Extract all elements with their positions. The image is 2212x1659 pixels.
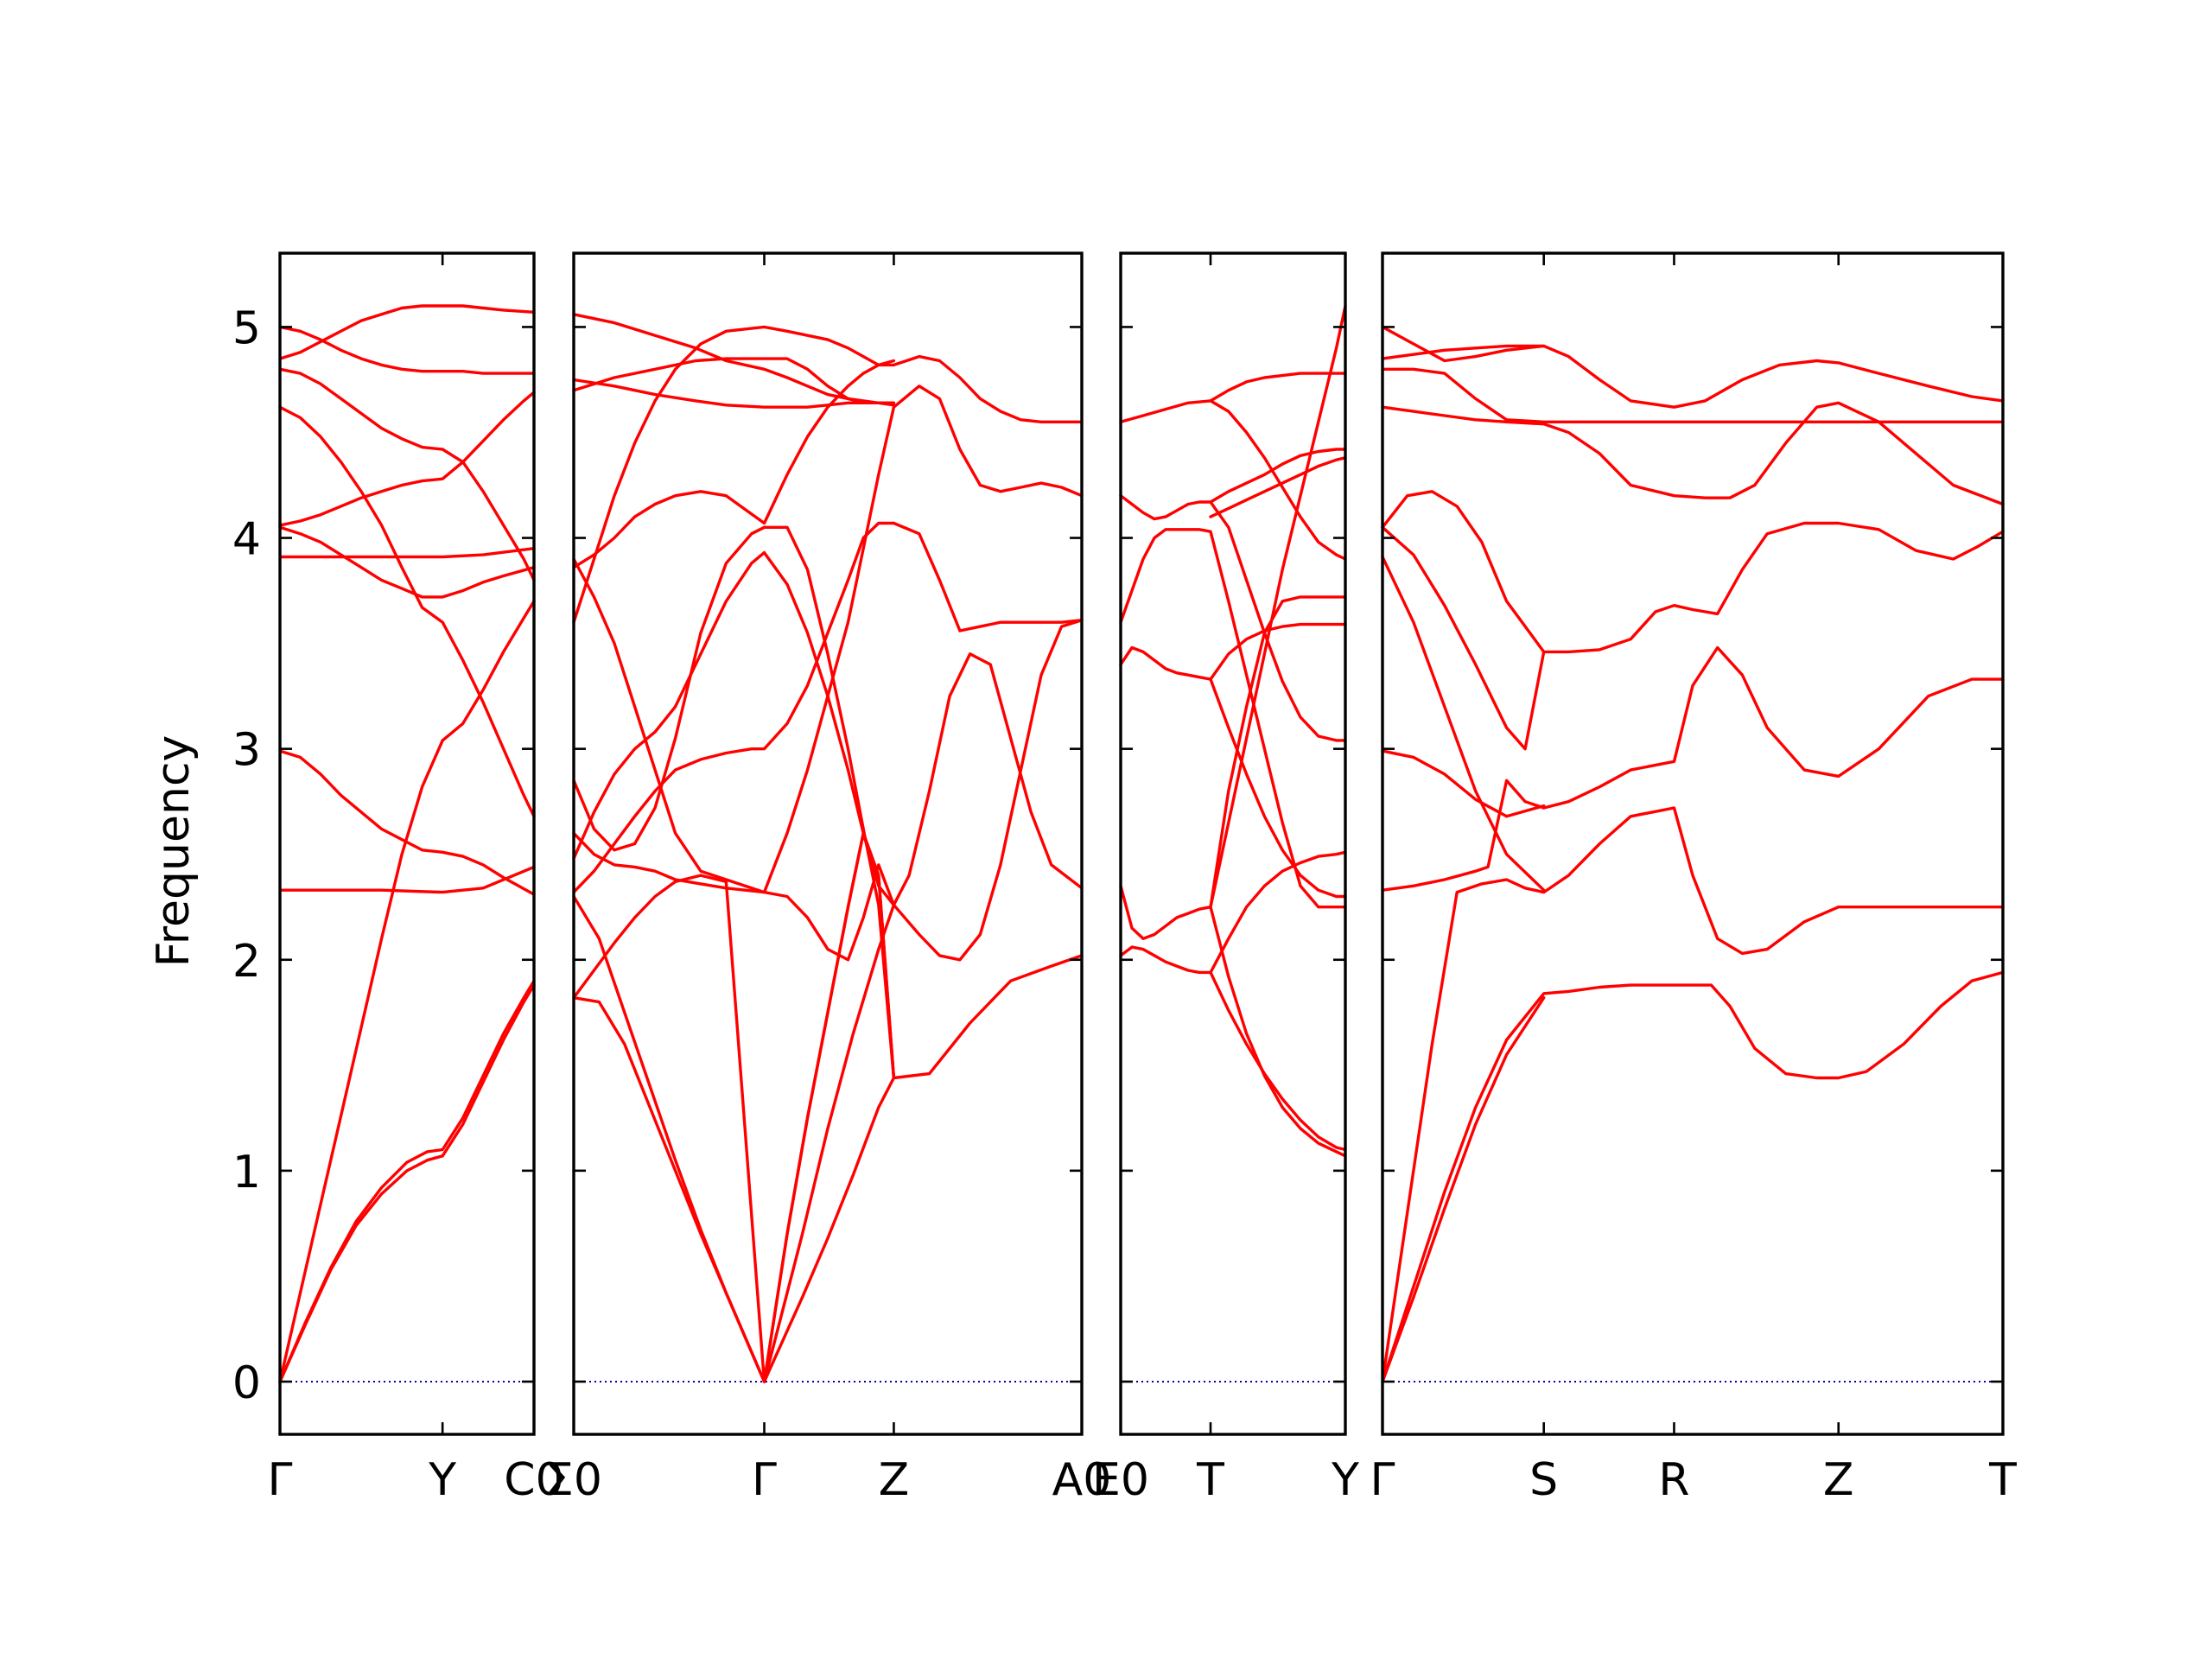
x-tick-label: Γ bbox=[268, 1454, 293, 1506]
band-curve-2-14 bbox=[572, 652, 1084, 962]
y-axis-label: Frequency bbox=[148, 735, 200, 968]
band-curve-1-4 bbox=[278, 983, 536, 1383]
band-curve-4-2 bbox=[1381, 996, 1546, 1383]
panel-3: E0 T Y bbox=[1092, 251, 1359, 1506]
band-curve-1-8 bbox=[278, 525, 536, 599]
panel-frame bbox=[572, 251, 1084, 1436]
band-curve-1-6 bbox=[278, 749, 536, 896]
band-curve-3-5 bbox=[1209, 970, 1347, 1152]
band-curve-4-10 bbox=[1381, 367, 2005, 423]
panel-1: Γ Y C0 bbox=[268, 251, 564, 1506]
band-curve-2-12 bbox=[572, 525, 766, 852]
band-curve-2-17 bbox=[572, 359, 896, 569]
x-tick-label: R bbox=[1658, 1454, 1689, 1506]
x-tick-label: Z bbox=[879, 1454, 910, 1506]
band-curve-1-5 bbox=[278, 865, 536, 894]
band-curve-4-5 bbox=[1381, 749, 1546, 818]
band-curve-2-19 bbox=[572, 357, 896, 407]
x-tick-label: T bbox=[1196, 1454, 1224, 1506]
band-curve-3-1 bbox=[1119, 884, 1212, 940]
x-tick-label: Σ0 bbox=[545, 1454, 602, 1506]
band-curve-1-2 bbox=[441, 600, 536, 742]
band-curve-3-9 bbox=[1119, 528, 1347, 909]
y-tick-label: 0 bbox=[232, 1357, 261, 1409]
x-tick-label: Z bbox=[1823, 1454, 1854, 1506]
band-curve-4-11 bbox=[1381, 344, 2005, 409]
band-curve-1-12 bbox=[278, 325, 536, 375]
x-tick-label: C0 bbox=[504, 1454, 563, 1506]
band-curve-2-15 bbox=[572, 385, 1084, 894]
band-curve-3-4 bbox=[1209, 850, 1347, 975]
x-tick-label: Y bbox=[428, 1454, 456, 1506]
panel-2: Σ0 Γ Z A0 bbox=[545, 251, 1112, 1506]
band-curve-2-13 bbox=[762, 525, 896, 1080]
y-tick-label: 3 bbox=[232, 725, 261, 777]
panel-frame bbox=[1119, 251, 1347, 1436]
band-curve-3-14 bbox=[1209, 372, 1347, 403]
x-tick-label: Γ bbox=[752, 1454, 777, 1506]
x-tick-label: A0 bbox=[1052, 1454, 1112, 1506]
x-tick-label: Γ bbox=[1370, 1454, 1395, 1506]
band-curve-3-6 bbox=[1209, 906, 1347, 1158]
band-curve-1-13 bbox=[278, 304, 536, 360]
band-curve-2-11 bbox=[892, 521, 1084, 632]
panel-frame bbox=[278, 251, 536, 1436]
band-curve-3-15 bbox=[1209, 448, 1347, 504]
band-curve-4-1 bbox=[1381, 970, 2005, 1383]
band-curve-2-2 bbox=[572, 894, 766, 1383]
x-tick-label: T bbox=[1988, 1454, 2017, 1506]
band-curve-3-10 bbox=[1209, 595, 1347, 909]
band-curve-3-3 bbox=[1119, 945, 1212, 975]
x-tick-label: Y bbox=[1331, 1454, 1359, 1506]
y-tick-label: 2 bbox=[232, 936, 261, 988]
panel-frame bbox=[1381, 251, 2005, 1436]
x-tick-label: E0 bbox=[1092, 1454, 1149, 1506]
band-curve-2-6 bbox=[572, 831, 896, 1383]
y-tick-label: 4 bbox=[232, 514, 261, 566]
band-curve-1-1 bbox=[278, 739, 444, 1383]
band-curve-1-11 bbox=[278, 367, 536, 582]
x-tick-label: S bbox=[1529, 1454, 1558, 1506]
band-curve-1-9 bbox=[278, 405, 536, 818]
band-curve-2-10 bbox=[572, 521, 896, 894]
band-curve-3-12 bbox=[1209, 456, 1347, 518]
y-tick-label: 1 bbox=[232, 1147, 261, 1198]
band-curve-4-4 bbox=[1381, 645, 2005, 892]
band-curve-2-8 bbox=[572, 550, 766, 861]
band-curve-2-7 bbox=[892, 619, 1084, 962]
band-curve-4-3 bbox=[1381, 806, 2005, 1383]
band-curve-2-16 bbox=[572, 325, 1084, 624]
band-curve-1-10 bbox=[278, 391, 536, 527]
y-tick-label: 5 bbox=[232, 302, 261, 354]
band-curve-4-12 bbox=[1381, 325, 1546, 363]
band-curve-4-9 bbox=[1381, 401, 2005, 506]
band-curve-3-13 bbox=[1119, 399, 1347, 561]
band-curve-4-7 bbox=[1381, 521, 2005, 751]
band-curve-2-20 bbox=[572, 313, 896, 404]
band-curve-4-6 bbox=[1381, 555, 1546, 892]
band-curve-3-8 bbox=[1209, 622, 1347, 681]
band-curve-1-7 bbox=[278, 547, 536, 559]
band-curve-4-8 bbox=[1381, 490, 1546, 654]
